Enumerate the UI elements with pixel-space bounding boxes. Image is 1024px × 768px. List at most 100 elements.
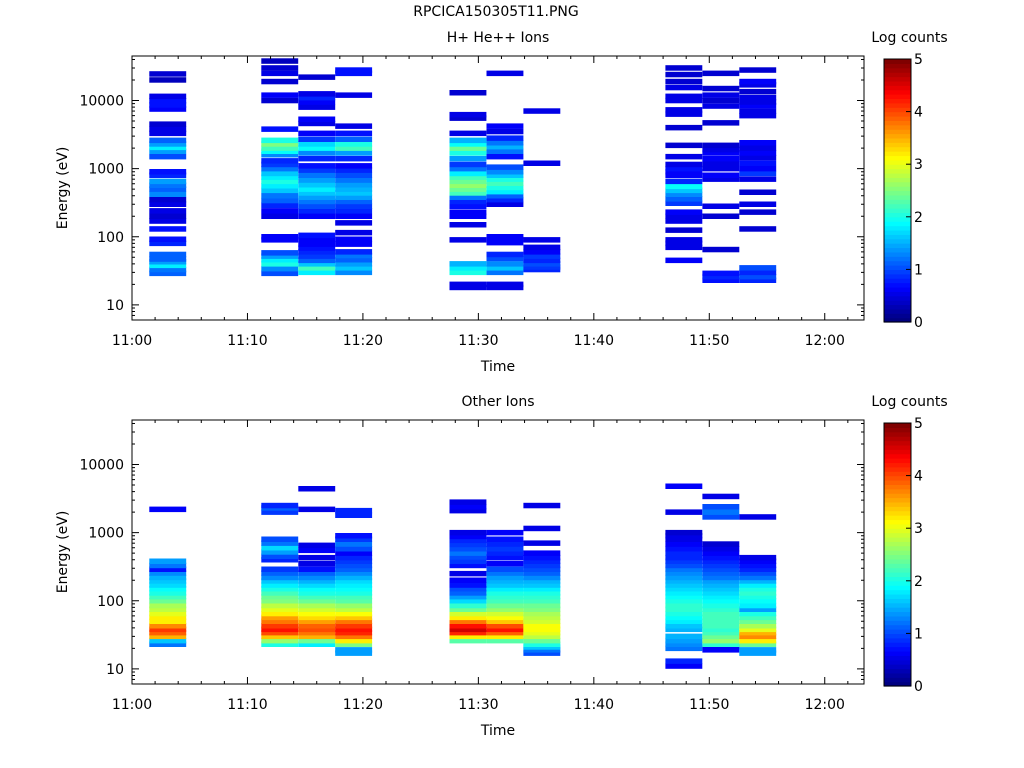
heatmap-cell bbox=[449, 507, 487, 514]
heatmap-cell bbox=[739, 593, 777, 600]
heatmap-cell bbox=[739, 623, 777, 629]
heatmap-cell bbox=[523, 586, 561, 592]
heatmap-cell bbox=[739, 606, 777, 612]
heatmap-cell bbox=[702, 546, 740, 552]
heatmap-cell bbox=[298, 172, 336, 178]
heatmap-cell bbox=[523, 108, 561, 114]
heatmap-cell bbox=[335, 163, 373, 169]
heatmap-cell bbox=[702, 586, 740, 592]
heatmap-cell bbox=[486, 180, 524, 186]
heatmap-cell bbox=[149, 641, 187, 647]
heatmap-cell bbox=[702, 614, 740, 621]
colorbar-segment bbox=[884, 493, 911, 499]
colorbar-segment bbox=[884, 102, 911, 108]
colorbar-tick-label: 3 bbox=[914, 157, 923, 173]
heatmap-cell bbox=[665, 244, 703, 251]
heatmap-cell bbox=[149, 71, 187, 77]
heatmap-cell bbox=[449, 633, 487, 640]
heatmap-cell bbox=[449, 161, 487, 168]
x-tick-label: 11:50 bbox=[689, 333, 729, 349]
heatmap-cell bbox=[739, 647, 777, 653]
heatmap-cell bbox=[739, 154, 777, 161]
heatmap-cell bbox=[702, 618, 740, 624]
heatmap-cell bbox=[335, 236, 373, 242]
colorbar-segment bbox=[884, 479, 911, 485]
heatmap-cell bbox=[149, 130, 187, 137]
heatmap-cell bbox=[261, 570, 299, 576]
heatmap-cell bbox=[739, 626, 777, 633]
heatmap-cell bbox=[149, 182, 187, 188]
heatmap-cell bbox=[486, 148, 524, 154]
heatmap-cell bbox=[449, 546, 487, 552]
heatmap-cell bbox=[486, 234, 524, 240]
heatmap-cell bbox=[523, 570, 561, 576]
heatmap-cell bbox=[739, 558, 777, 564]
heatmap-cell bbox=[665, 218, 703, 224]
heatmap-cell bbox=[298, 120, 336, 127]
heatmap-cell bbox=[739, 598, 777, 604]
colorbar-segment bbox=[884, 89, 911, 95]
colorbar-segment bbox=[884, 449, 911, 455]
colorbar-segment bbox=[884, 550, 911, 556]
heatmap-cell bbox=[149, 256, 187, 262]
heatmap-cell bbox=[449, 203, 487, 209]
heatmap-cell bbox=[665, 533, 703, 539]
heatmap-cell bbox=[298, 182, 336, 188]
colorbar-tick-label: 2 bbox=[914, 574, 923, 590]
x-tick-label: 11:40 bbox=[574, 333, 614, 349]
colorbar-segment bbox=[884, 436, 911, 442]
heatmap-cell bbox=[449, 145, 487, 151]
heatmap-cell bbox=[665, 623, 703, 629]
x-tick-label: 11:30 bbox=[458, 697, 498, 713]
heatmap-cell bbox=[665, 529, 703, 536]
colorbar-segment bbox=[884, 598, 911, 604]
colorbar-segment bbox=[884, 317, 911, 323]
heatmap-cell bbox=[486, 637, 524, 644]
heatmap-cell bbox=[665, 111, 703, 117]
heatmap-cell bbox=[149, 186, 187, 192]
heatmap-cell bbox=[486, 550, 524, 556]
colorbar-tick-label: 0 bbox=[914, 315, 923, 331]
heatmap-cell bbox=[486, 629, 524, 636]
heatmap-cell bbox=[335, 155, 373, 162]
heatmap-cell bbox=[486, 570, 524, 576]
heatmap-cell bbox=[149, 623, 187, 629]
heatmap-cell bbox=[665, 107, 703, 113]
heatmap-cell bbox=[149, 178, 187, 185]
heatmap-cell bbox=[335, 614, 373, 621]
heatmap-cell bbox=[665, 641, 703, 647]
heatmap-cell bbox=[523, 606, 561, 612]
colorbar-segment bbox=[884, 462, 911, 468]
heatmap-cell bbox=[261, 590, 299, 596]
heatmap-cell bbox=[523, 502, 561, 509]
heatmap-cell bbox=[523, 633, 561, 640]
heatmap-cell bbox=[665, 200, 703, 206]
heatmap-cell bbox=[449, 590, 487, 596]
colorbar-segment bbox=[884, 646, 911, 652]
heatmap-cell bbox=[261, 598, 299, 604]
heatmap-cell bbox=[149, 633, 187, 640]
heatmap-cell bbox=[149, 141, 187, 147]
heatmap-cell bbox=[149, 629, 187, 636]
heatmap-cell bbox=[702, 246, 740, 253]
heatmap-cell bbox=[261, 261, 299, 267]
heatmap-cell bbox=[486, 610, 524, 617]
heatmap-cell bbox=[665, 161, 703, 168]
heatmap-cell bbox=[298, 626, 336, 633]
colorbar-segment bbox=[884, 655, 911, 661]
heatmap-cell bbox=[449, 618, 487, 624]
colorbar-segment bbox=[884, 515, 911, 521]
heatmap-cell bbox=[261, 202, 299, 208]
heatmap-cell bbox=[261, 614, 299, 621]
heatmap-cell bbox=[261, 641, 299, 647]
heatmap-cell bbox=[486, 582, 524, 588]
y-tick-label: 1000 bbox=[88, 162, 124, 178]
colorbar-segment bbox=[884, 576, 911, 582]
heatmap-cell bbox=[665, 590, 703, 596]
heatmap-cell bbox=[449, 554, 487, 560]
heatmap-cell bbox=[523, 629, 561, 636]
heatmap-cell bbox=[149, 610, 187, 617]
heatmap-cell bbox=[739, 273, 777, 280]
heatmap-cell bbox=[261, 148, 299, 154]
colorbar-segment bbox=[884, 681, 911, 687]
